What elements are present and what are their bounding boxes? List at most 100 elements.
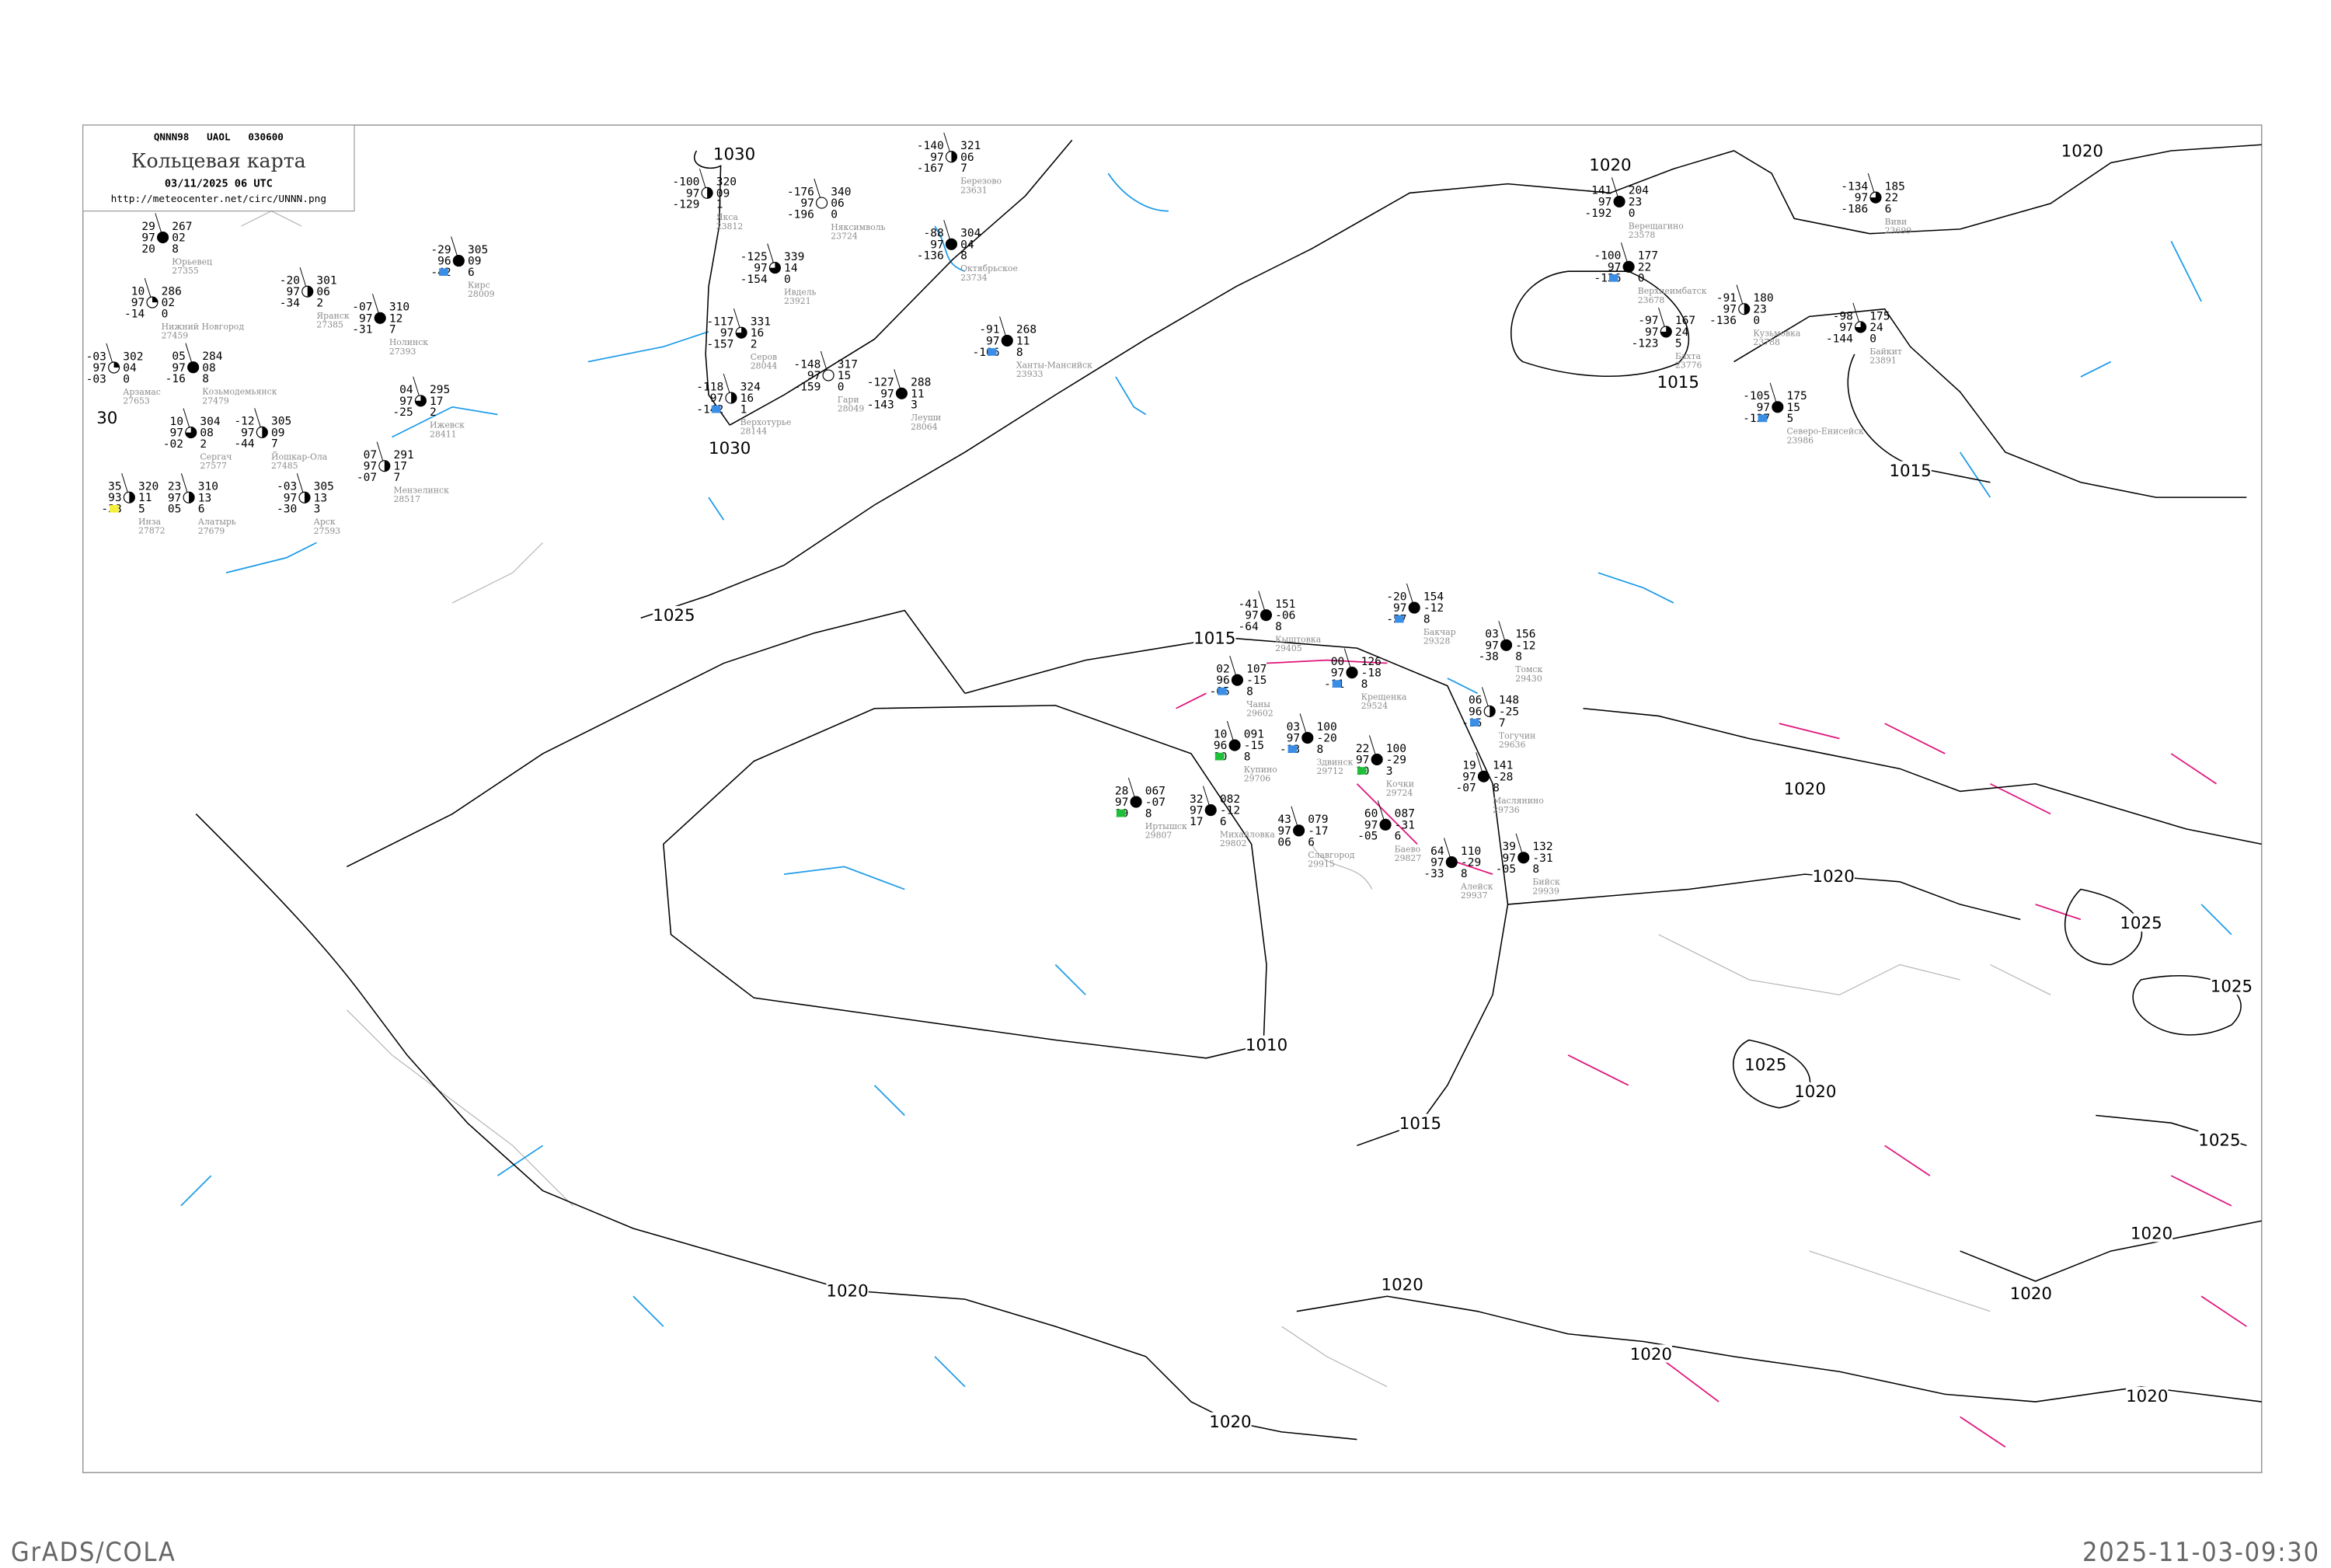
station-pressure-tendency: -31 [1395, 818, 1415, 831]
station-pressure: 267 [172, 220, 192, 233]
station-pressure: 175 [1869, 309, 1890, 322]
station-id: 23678 [1638, 295, 1665, 305]
station-id: 27393 [389, 347, 416, 357]
station-pressure: 320 [138, 479, 159, 493]
station-name: Алейск [1461, 882, 1493, 892]
front-segment [1884, 723, 1946, 754]
station-pressure-tendency: 08 [202, 361, 216, 375]
station-low-cloud: 7 [960, 162, 967, 175]
isobar-line [2132, 975, 2242, 1036]
station-pressure-tendency: 24 [1675, 326, 1689, 339]
cloud-cover-icon [1869, 191, 1882, 204]
cloud-cover-icon [1483, 705, 1496, 717]
precip-marker-icon [1218, 687, 1227, 695]
isobar-label-group: 1020 [1589, 155, 1632, 175]
cloud-cover-icon [1613, 195, 1625, 207]
station-id: 23933 [1016, 369, 1044, 379]
station-id: 29939 [1532, 886, 1559, 896]
station-low-cloud: 8 [1244, 750, 1251, 763]
station-dewpoint: -25 [392, 406, 413, 419]
cloud-cover-icon [187, 361, 200, 374]
cloud-cover-icon [701, 186, 713, 199]
isotherm-segment [392, 406, 498, 438]
station-name: Тогучин [1499, 730, 1536, 740]
station-visibility: 97 [1356, 754, 1370, 767]
station-name: Томск [1515, 664, 1542, 674]
isobar-labels: 1030103010251020102010151015101510101015… [85, 141, 2253, 1432]
station-id: 23986 [1786, 435, 1814, 445]
header-url: http://meteocenter.net/circ/UNNN.png [111, 193, 326, 205]
station-pressure-tendency: -12 [1515, 639, 1535, 652]
station-temperature: -03 [277, 480, 297, 493]
station-visibility: 97 [800, 197, 814, 210]
station-visibility: 97 [1245, 609, 1259, 622]
station-pressure: 304 [200, 415, 221, 428]
station-dewpoint: -02 [163, 437, 183, 451]
station-temperature: -88 [923, 227, 943, 240]
station-temperature: 03 [1287, 720, 1301, 733]
station-low-cloud: 6 [468, 266, 475, 279]
isobar-lines [195, 139, 2262, 1441]
cloud-cover-icon [1660, 326, 1672, 338]
station-id: 23921 [784, 296, 811, 306]
precip-marker-icon [110, 504, 119, 513]
station-pressure: 310 [198, 480, 218, 493]
precip-marker-icon [1758, 414, 1768, 423]
cloud-cover-icon [123, 491, 135, 504]
station-pressure: 295 [430, 383, 450, 396]
station-dewpoint: -196 [787, 207, 814, 221]
isobar-line [964, 636, 1509, 1147]
station-name: Крещенка [1361, 692, 1407, 702]
station-pressure-tendency: 04 [123, 361, 137, 375]
station-temperature: -100 [1594, 249, 1621, 263]
cloud-cover-icon [725, 392, 737, 404]
station-temperature: -29 [430, 243, 451, 256]
front-segment [1990, 782, 2051, 815]
isobar-label-group: 1015 [1889, 461, 1932, 481]
station-pressure-tendency: -12 [1220, 804, 1240, 817]
station-pressure: 305 [314, 480, 334, 493]
station-name: Арск [314, 517, 336, 527]
station-id: 29524 [1361, 701, 1388, 711]
station-dewpoint: -34 [280, 297, 301, 310]
station-low-cloud: 2 [751, 338, 758, 351]
station-pressure-tendency: 15 [1786, 401, 1800, 414]
station-pressure: 087 [1395, 807, 1415, 821]
station-dewpoint: -30 [277, 503, 297, 516]
cloud-cover-icon [374, 312, 386, 324]
station-dewpoint: -154 [740, 273, 768, 286]
station-id: 27679 [198, 526, 225, 536]
station-visibility: 97 [1839, 321, 1853, 334]
cloud-cover-icon [298, 491, 311, 504]
station-id: 27459 [162, 331, 189, 341]
isobar-label-group: 1025 [2210, 977, 2253, 996]
header-title: Кольцевая карта [131, 149, 306, 172]
station-pressure-tendency: -06 [1275, 609, 1295, 622]
station-low-cloud: 8 [1145, 807, 1152, 820]
precip-marker-icon [988, 348, 997, 356]
precip-marker-icon [1287, 745, 1298, 753]
station-temperature: 39 [1503, 840, 1517, 853]
station-pressure: 305 [271, 415, 291, 428]
station-name: Ижевск [430, 420, 465, 430]
station-dewpoint: -192 [1584, 207, 1611, 220]
footer-left-label: GrADS/COLA [11, 1537, 176, 1568]
station-visibility: 97 [172, 361, 186, 375]
station-pressure: 151 [1275, 598, 1295, 611]
station-low-cloud: 7 [389, 323, 396, 336]
station-dewpoint: -33 [1423, 867, 1444, 880]
cloud-cover-icon [1772, 401, 1784, 413]
station-low-cloud: 6 [1220, 815, 1227, 828]
station-low-cloud: 2 [316, 297, 323, 310]
isobar-label: 1020 [1209, 1413, 1251, 1432]
station-low-cloud: 6 [1885, 203, 1892, 216]
station-pressure-tendency: -12 [1423, 601, 1444, 615]
station-pressure: 284 [202, 350, 223, 363]
isobar-label: 1015 [1889, 462, 1931, 481]
